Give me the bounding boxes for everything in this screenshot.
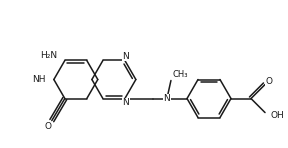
Text: NH: NH: [32, 75, 46, 84]
Text: O: O: [266, 77, 272, 86]
Text: N: N: [122, 52, 129, 61]
Text: CH₃: CH₃: [173, 70, 188, 79]
Text: N: N: [122, 98, 129, 107]
Text: OH: OH: [270, 111, 284, 120]
Text: O: O: [44, 122, 51, 131]
Text: H₂N: H₂N: [40, 51, 57, 60]
Text: N: N: [164, 94, 170, 103]
